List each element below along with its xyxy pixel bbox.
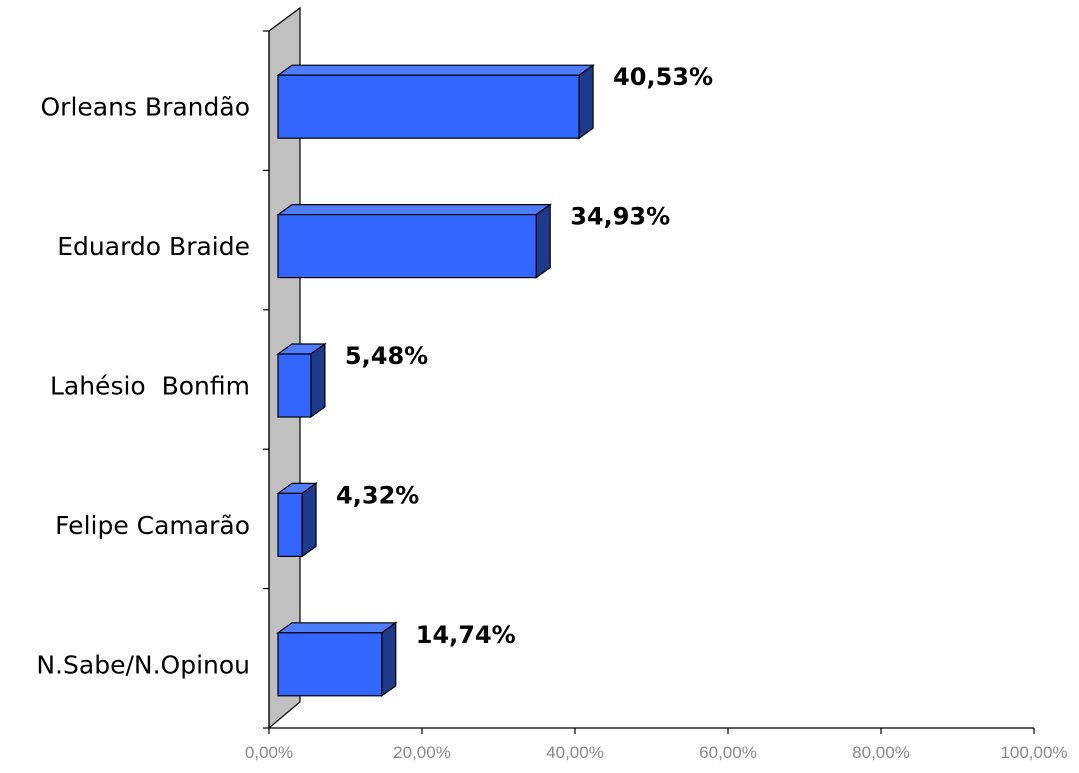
- bar-side-face: [535, 203, 551, 279]
- x-tick-label: 40,00%: [546, 743, 604, 762]
- bar-front-face: [277, 353, 312, 418]
- bar: [276, 482, 318, 558]
- bar: [276, 342, 327, 419]
- bar-side-face: [578, 64, 594, 140]
- x-tick-label: 20,00%: [393, 743, 451, 762]
- x-tick-label: 80,00%: [852, 743, 910, 762]
- value-label: 4,32%: [336, 481, 419, 509]
- bar-top-face: [276, 622, 398, 634]
- bar-front-face: [277, 74, 580, 139]
- bars: [276, 64, 595, 697]
- bar-side-face: [310, 342, 326, 419]
- bar-top-face: [276, 64, 595, 76]
- bar-top-face: [276, 204, 553, 216]
- category-label: Orleans Brandão: [41, 93, 251, 122]
- x-tick-label: 100,00%: [1000, 743, 1067, 762]
- category-label: Lahésio Bonfim: [50, 372, 250, 401]
- bar-front-face: [277, 492, 303, 557]
- category-label: Felipe Camarão: [55, 511, 250, 540]
- bar-side-face: [301, 482, 317, 558]
- category-label: Eduardo Braide: [57, 232, 250, 261]
- bar-side-face: [381, 621, 397, 697]
- bar-front-face: [277, 632, 383, 697]
- bar: [276, 64, 595, 140]
- x-tick-labels: 0,00% 20,00% 40,00% 60,00% 80,00% 100,00%: [245, 743, 1068, 762]
- value-label: 40,53%: [613, 63, 713, 91]
- value-label: 34,93%: [570, 203, 670, 231]
- bar-front-face: [277, 214, 537, 279]
- value-label: 5,48%: [345, 342, 428, 370]
- x-tick-label: 0,00%: [245, 743, 293, 762]
- x-axis-ticks: [268, 728, 1035, 734]
- category-label: N.Sabe/N.Opinou: [36, 650, 250, 679]
- bar: [276, 621, 398, 697]
- value-label: 14,74%: [416, 621, 516, 649]
- bar: [276, 203, 553, 279]
- x-tick-label: 60,00%: [699, 743, 757, 762]
- value-labels: 40,53% 34,93% 5,48% 4,32% 14,74%: [336, 63, 713, 649]
- category-labels: Orleans Brandão Eduardo Braide Lahésio Bon…: [36, 93, 250, 680]
- y-axis-ticks: [263, 30, 269, 729]
